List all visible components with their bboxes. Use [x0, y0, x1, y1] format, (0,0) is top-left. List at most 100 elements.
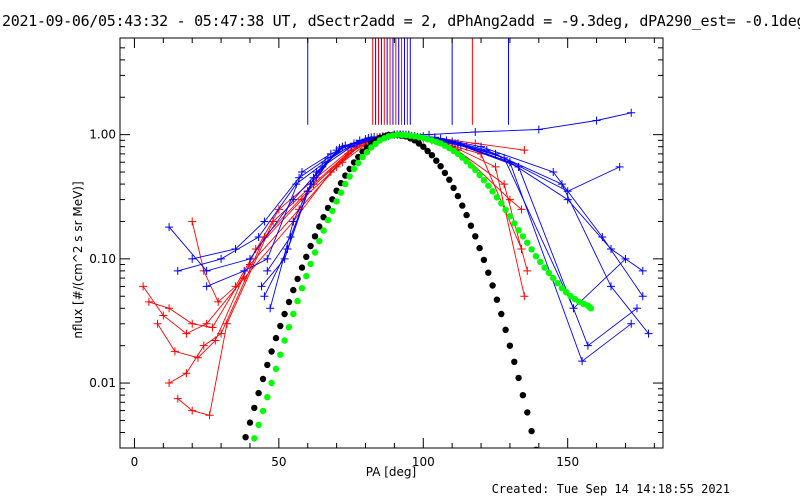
series-red-4-point [500, 180, 509, 189]
green-model-point [255, 421, 262, 429]
black-model-point [454, 192, 462, 200]
green-model-point [480, 177, 488, 184]
green-model-point [485, 182, 492, 189]
series-blue-11-point [260, 292, 269, 301]
series-blue-11-point [283, 245, 292, 254]
series-blue-7-point [254, 232, 263, 241]
black-model-point [515, 374, 522, 382]
series-blue-7-point [173, 266, 182, 275]
series-blue-13-point [514, 162, 523, 171]
series-red-3-point [182, 369, 191, 378]
black-model-point [446, 176, 453, 183]
green-model-point [290, 310, 297, 318]
series-red-3-point [217, 329, 226, 338]
series-blue-8-point [549, 168, 558, 177]
green-model-point [337, 189, 345, 196]
black-model-point [450, 184, 457, 192]
series-red-5-point [214, 297, 223, 306]
green-model-point [587, 305, 594, 312]
series-blue-9-point [202, 282, 211, 291]
series-red-4-point [269, 217, 278, 226]
series-blue-13-point [633, 304, 642, 313]
series-red-1-point [208, 323, 217, 332]
series-blue-9-point [263, 254, 272, 263]
series-blue-6-line [168, 134, 644, 272]
series-blue-12-point [627, 319, 636, 328]
black-model-point [316, 223, 323, 230]
series-red-2-point [170, 347, 179, 356]
green-model-point [545, 269, 553, 277]
green-model-point [372, 140, 379, 147]
black-model-point [242, 434, 249, 441]
series-red-1-point [188, 319, 197, 328]
series-blue-12-point [263, 266, 272, 275]
black-model-point [472, 233, 479, 240]
series-blue-13-point [583, 341, 592, 350]
series-red-5-point [505, 195, 514, 204]
black-model-point [420, 143, 427, 150]
green-model-point [350, 165, 358, 173]
series-red-0-point [139, 282, 148, 291]
black-model-point [255, 389, 262, 397]
series-red-1-point [144, 297, 153, 306]
vertical-markers-group [307, 38, 509, 125]
black-model-point [290, 286, 297, 294]
green-model-point [264, 394, 271, 401]
y-tick-label: 1.00 [89, 128, 116, 142]
green-model-point [502, 206, 509, 213]
series-blue-12-line [266, 134, 632, 362]
black-model-point [294, 275, 301, 283]
green-model-point [532, 253, 540, 260]
x-tick-label: 100 [412, 455, 435, 469]
series-blue-9-point [557, 180, 566, 189]
black-model-point [489, 282, 496, 289]
green-model-point [277, 351, 284, 358]
green-model-point [519, 233, 527, 240]
series-red-3-point [165, 379, 174, 388]
green-model-point [303, 272, 310, 280]
green-model-point [320, 227, 327, 234]
black-model-point [493, 296, 501, 303]
black-model-point [259, 375, 267, 383]
black-model-point [307, 242, 314, 250]
green-model-point [285, 324, 293, 331]
green-model-point [298, 285, 306, 292]
green-model-point [515, 227, 522, 234]
series-red-5-point [231, 282, 240, 291]
series-blue-10-point [615, 162, 624, 171]
black-model-point [428, 152, 436, 159]
x-tick-label: 150 [556, 455, 579, 469]
y-tick-label: 0.01 [89, 376, 116, 390]
series-red-3-point [520, 292, 529, 301]
black-model-point [506, 342, 514, 349]
black-model-point [285, 298, 293, 306]
black-model-point [311, 233, 319, 240]
green-model-point [329, 207, 336, 214]
series-blue-8-point [477, 142, 486, 151]
y-axis-label: nflux [#/(cm^2 s sr MeV)] [71, 181, 85, 338]
green-model-point [541, 264, 548, 271]
black-model-point [437, 163, 444, 170]
black-model-point [277, 322, 284, 330]
series-blue-6-point [165, 223, 174, 232]
x-tick-label: 50 [271, 455, 286, 469]
series-red-4-point [523, 266, 532, 275]
black-model-point [463, 211, 470, 219]
series-blue-13-point [341, 141, 350, 150]
green-model-point [247, 449, 253, 455]
series-blue-11-point [621, 254, 630, 263]
green-model-point [550, 274, 557, 282]
series-blue-13-point [266, 304, 275, 313]
series-blue-6-point [202, 266, 211, 275]
black-model-point [246, 419, 254, 426]
series-blue-7-point [534, 125, 543, 134]
series-blue-13-point [289, 217, 298, 226]
series-red-5-point [274, 205, 283, 214]
green-model-point [476, 171, 483, 179]
black-model-point [264, 361, 271, 369]
black-model-point [272, 334, 280, 342]
series-red-3-point [199, 341, 208, 350]
series-red-0-point [520, 146, 529, 155]
green-model-point [311, 249, 319, 256]
series-blue-8-line [192, 134, 644, 297]
